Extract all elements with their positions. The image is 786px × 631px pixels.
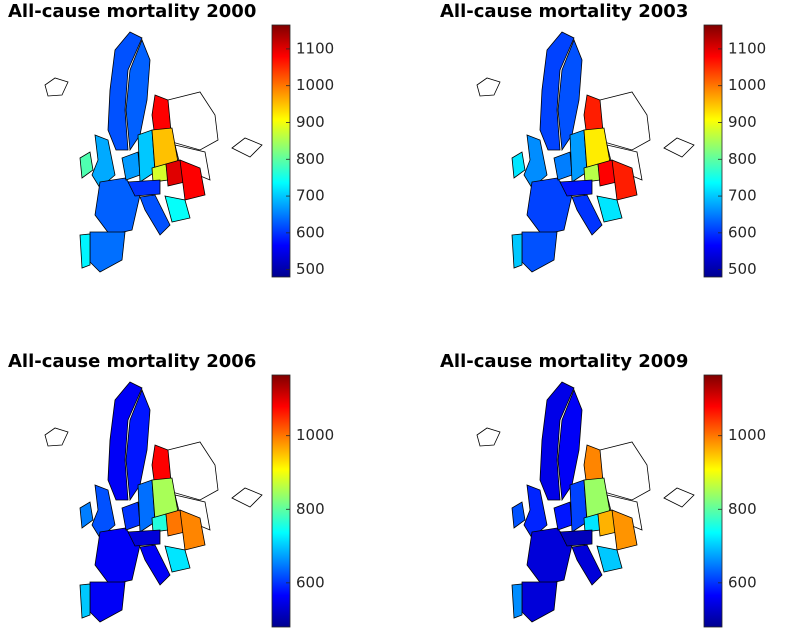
region <box>596 545 623 573</box>
region <box>94 177 141 236</box>
region <box>521 581 558 623</box>
region <box>127 179 161 197</box>
map-panel: All-cause mortality 2000 500 600 700 800 900 1… <box>8 1 334 278</box>
colorbar-tick-label: 1000 <box>728 76 766 94</box>
region <box>557 38 583 152</box>
region <box>611 509 638 551</box>
region <box>599 91 651 151</box>
colorbar-tick-label: 900 <box>296 113 325 131</box>
region <box>79 501 94 529</box>
colorbar-tick-label: 1100 <box>296 39 334 57</box>
colorbar <box>271 374 291 628</box>
region <box>611 159 638 201</box>
region <box>107 31 143 151</box>
region <box>559 529 593 547</box>
region <box>476 427 501 447</box>
region <box>511 583 523 619</box>
region <box>121 501 141 531</box>
colorbar-tick-label: 700 <box>296 187 325 205</box>
region <box>231 137 263 158</box>
region <box>511 233 523 269</box>
region <box>79 151 94 179</box>
colorbar-tick-label: 700 <box>728 187 757 205</box>
region <box>539 381 575 501</box>
region <box>571 194 603 236</box>
panel-title: All-cause mortality 2006 <box>8 351 256 372</box>
colorbar-tick-label: 1000 <box>728 426 766 444</box>
region <box>663 487 695 508</box>
region <box>557 388 583 502</box>
colorbar <box>271 24 291 278</box>
colorbar <box>703 374 723 628</box>
region <box>167 91 219 151</box>
region <box>511 501 526 529</box>
region <box>663 137 695 158</box>
region <box>121 151 141 181</box>
map-panel: All-cause mortality 2006 600 800 1000 <box>8 351 334 628</box>
colorbar-tick-label: 1000 <box>296 76 334 94</box>
region <box>553 501 573 531</box>
region <box>44 77 69 97</box>
colorbar-tick-label: 800 <box>296 500 325 518</box>
colorbar-tick-label: 1100 <box>728 39 766 57</box>
region <box>79 233 91 269</box>
colorbar-tick-label: 600 <box>296 223 325 241</box>
colorbar-tick-label: 600 <box>296 573 325 591</box>
region <box>79 583 91 619</box>
colorbar-tick-label: 500 <box>728 260 757 278</box>
panel-title: All-cause mortality 2003 <box>440 1 688 22</box>
region <box>125 38 151 152</box>
panel-title: All-cause mortality 2009 <box>440 351 688 372</box>
region <box>125 388 151 502</box>
region <box>89 581 126 623</box>
region <box>521 231 558 273</box>
colorbar-tick-label: 1000 <box>296 426 334 444</box>
colorbar-tick-label: 800 <box>728 500 757 518</box>
region <box>94 527 141 586</box>
colorbar-tick-label: 900 <box>728 113 757 131</box>
region <box>179 509 206 551</box>
colorbar-tick-label: 600 <box>728 573 757 591</box>
region <box>511 151 526 179</box>
region <box>571 544 603 586</box>
region <box>559 179 593 197</box>
map-panel: All-cause mortality 2009 600 800 1000 <box>440 351 766 628</box>
region <box>139 194 171 236</box>
colorbar-tick-label: 500 <box>296 260 325 278</box>
panel-title: All-cause mortality 2000 <box>8 1 256 22</box>
region <box>599 441 651 501</box>
region <box>107 381 143 501</box>
region <box>139 544 171 586</box>
region <box>44 427 69 447</box>
region <box>164 545 191 573</box>
colorbar <box>703 24 723 278</box>
region <box>476 77 501 97</box>
region <box>539 31 575 151</box>
region <box>553 151 573 181</box>
region <box>89 231 126 273</box>
colorbar-tick-label: 600 <box>728 223 757 241</box>
colorbar-tick-label: 800 <box>296 150 325 168</box>
region <box>127 529 161 547</box>
colorbar-tick-label: 800 <box>728 150 757 168</box>
region <box>596 195 623 223</box>
region <box>179 159 206 201</box>
map-panel: All-cause mortality 2003 500 600 700 800 900 1… <box>440 1 766 278</box>
region <box>167 441 219 501</box>
region <box>164 195 191 223</box>
region <box>526 177 573 236</box>
region <box>526 527 573 586</box>
region <box>231 487 263 508</box>
